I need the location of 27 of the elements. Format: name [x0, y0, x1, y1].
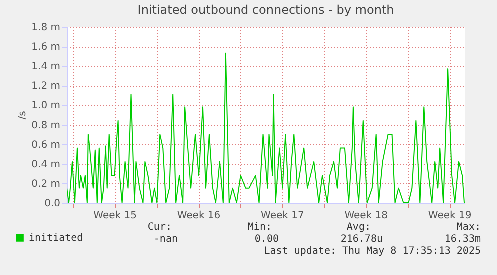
y-tick-label: 0.2 m	[32, 178, 60, 190]
y-tick-label: 1.8 m	[32, 22, 60, 34]
text: 0.00	[254, 234, 279, 245]
x-tick-label: Week 17	[261, 210, 304, 222]
text: 216.78u	[340, 234, 383, 245]
y-tick-label: 1.6 m	[32, 42, 60, 54]
y-tick-label: 1.0 m	[32, 100, 60, 112]
text: Last update: Thu May 8 17:35:13 2025	[264, 246, 481, 257]
x-tick-label: Week 19	[428, 210, 472, 222]
y-tick-label: 1.4 m	[32, 62, 60, 73]
y-axis-title: /s	[18, 111, 29, 120]
x-tick-label: Week 16	[177, 210, 221, 222]
x-tick-label: Week 18	[344, 210, 388, 222]
text: Max:	[456, 222, 481, 233]
text: Min:	[248, 222, 272, 233]
text: Cur:	[148, 222, 172, 233]
y-tick-label: 0.0	[44, 198, 60, 210]
y-tick-label: 1.2 m	[32, 81, 60, 92]
x-tick-label: Week 15	[94, 210, 137, 222]
y-tick-label: 0.6 m	[32, 140, 60, 151]
text: 16.33m	[444, 234, 481, 245]
y-tick-label: 0.8 m	[32, 120, 60, 132]
y-tick-label: 0.4 m	[32, 159, 60, 170]
chart-title: Initiated outbound connections - by month	[138, 3, 394, 17]
legend-label: initiated	[29, 233, 84, 244]
text: Avg:	[346, 222, 371, 233]
text: -nan	[154, 234, 178, 245]
